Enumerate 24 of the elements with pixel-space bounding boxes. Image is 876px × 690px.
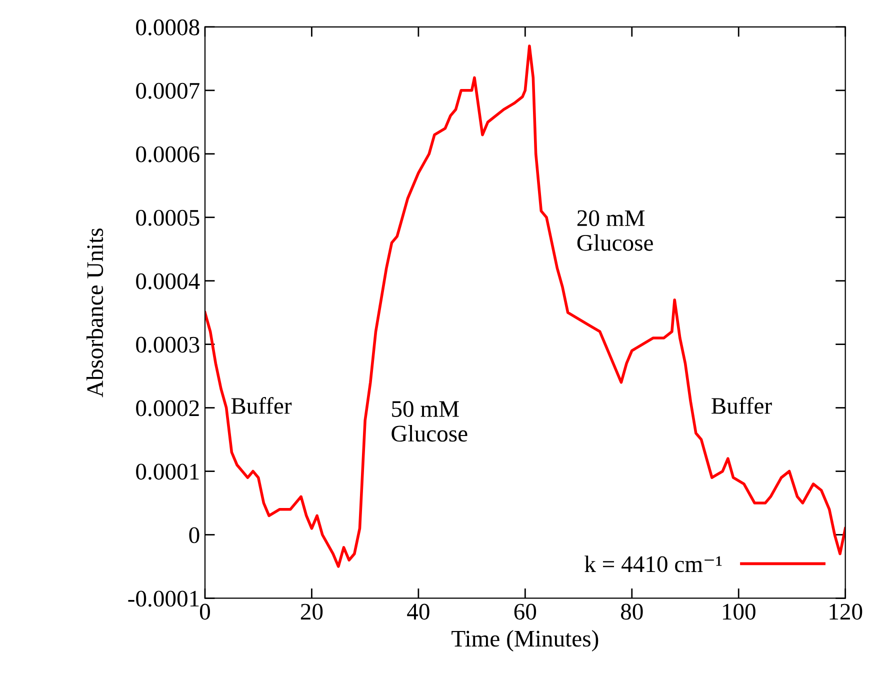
annotation: Buffer: [231, 397, 292, 414]
y-tick-label: 0.0004: [136, 273, 200, 290]
y-axis-title: Absorbance Units: [86, 228, 104, 398]
y-tick-label: 0: [189, 527, 200, 544]
x-tick-label: 80: [620, 604, 643, 620]
x-tick-label: 60: [514, 604, 536, 620]
y-tick-label: 0.0002: [136, 400, 199, 416]
x-tick-label: 100: [722, 604, 756, 620]
x-tick-label: 0: [200, 604, 210, 620]
y-tick-label: 0.0007: [136, 82, 200, 99]
y-tick-label: -0.0001: [128, 590, 199, 607]
legend-label: k = 4410 cm⁻¹: [584, 556, 722, 572]
y-tick-label: 0.0001: [136, 464, 199, 480]
annotation: 20 mM Glucose: [577, 210, 653, 251]
y-tick-label: 0.0003: [136, 336, 200, 353]
annotation: Buffer: [712, 397, 772, 414]
y-tick-label: 0.0008: [136, 19, 200, 36]
x-tick-label: 40: [407, 604, 430, 620]
x-axis-title: Time (Minutes): [452, 630, 598, 652]
annotation: 50 mM Glucose: [392, 401, 468, 442]
x-tick-label: 20: [300, 604, 323, 620]
y-tick-label: 0.0006: [136, 146, 200, 162]
x-tick-label: 120: [830, 604, 862, 620]
y-tick-label: 0.0005: [136, 210, 200, 226]
